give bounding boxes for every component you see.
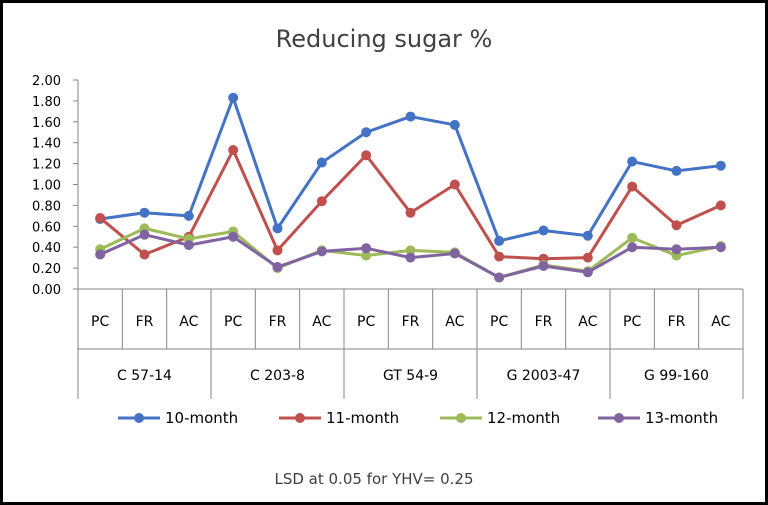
data-point: [272, 245, 283, 256]
data-point: [228, 231, 239, 242]
legend-marker: [295, 413, 305, 423]
data-point: [228, 92, 239, 103]
data-point: [361, 127, 372, 138]
legend-entry: 10-month: [118, 409, 238, 427]
data-point: [627, 232, 638, 243]
data-point: [272, 262, 283, 273]
y-tick-label: 1.20: [32, 158, 61, 173]
legend-entry: 11-month: [279, 409, 399, 427]
data-point: [671, 220, 682, 231]
data-point: [627, 156, 638, 167]
data-point: [139, 207, 150, 218]
y-tick-label: 1.40: [32, 137, 61, 152]
data-point: [361, 243, 372, 254]
data-point: [361, 150, 372, 161]
data-point: [316, 196, 327, 207]
data-point: [715, 242, 726, 253]
group-label: C 203-8: [250, 368, 305, 384]
data-point: [494, 272, 505, 283]
series-11-month: [95, 145, 726, 264]
data-point: [671, 165, 682, 176]
data-point: [405, 245, 416, 256]
series-13-month: [95, 229, 726, 283]
y-tick-label: 1.60: [32, 116, 61, 131]
data-point: [405, 207, 416, 218]
x-tick-label: PC: [357, 314, 375, 330]
series-10-month: [95, 92, 726, 246]
legend-label: 11-month: [326, 409, 399, 427]
x-tick-label: FR: [668, 314, 686, 330]
legend-label: 12-month: [487, 409, 560, 427]
data-point: [405, 252, 416, 263]
data-point: [494, 235, 505, 246]
y-tick-label: 0.20: [32, 262, 61, 277]
data-point: [316, 157, 327, 168]
legend-marker: [614, 413, 624, 423]
y-tick-label: 0.80: [32, 199, 61, 214]
data-point: [627, 242, 638, 253]
x-tick-label: FR: [402, 314, 420, 330]
x-tick-label: PC: [91, 314, 109, 330]
group-label: C 57-14: [117, 368, 172, 384]
data-point: [449, 248, 460, 259]
data-point: [582, 230, 593, 241]
data-point: [95, 212, 106, 223]
data-point: [671, 244, 682, 255]
data-point: [228, 145, 239, 156]
data-point: [361, 250, 372, 261]
data-point: [715, 200, 726, 211]
legend-marker: [134, 413, 144, 423]
data-point: [582, 252, 593, 263]
y-tick-label: 0.00: [32, 283, 61, 298]
data-point: [715, 160, 726, 171]
series-layer: [95, 92, 726, 283]
y-tick-label: 2.00: [32, 74, 61, 89]
chart-title: Reducing sugar %: [276, 25, 493, 53]
x-tick-label: AC: [711, 314, 730, 330]
y-tick-label: 1.80: [32, 95, 61, 110]
data-point: [139, 249, 150, 260]
legend-label: 10-month: [165, 409, 238, 427]
data-point: [272, 223, 283, 234]
axes: 0.00 0.20 0.40 0.60 0.80 1.00 1.20 1.40 1.60 1.80…: [32, 74, 744, 399]
data-point: [538, 225, 549, 236]
y-tick-label: 0.40: [32, 241, 61, 256]
data-point: [582, 267, 593, 278]
data-point: [183, 240, 194, 251]
data-point: [183, 210, 194, 221]
data-point: [95, 249, 106, 260]
x-tick-label: AC: [312, 314, 331, 330]
group-label: G 2003-47: [507, 368, 581, 384]
data-point: [538, 261, 549, 272]
x-tick-label: PC: [623, 314, 641, 330]
data-point: [316, 246, 327, 257]
data-point: [449, 179, 460, 190]
x-tick-label: PC: [224, 314, 242, 330]
lsd-annotation: LSD at 0.05 for YHV= 0.25: [274, 470, 473, 488]
x-tick-label: FR: [535, 314, 553, 330]
data-point: [405, 111, 416, 122]
x-tick-label: FR: [269, 314, 287, 330]
group-label: GT 54-9: [383, 368, 438, 384]
x-tick-label: AC: [445, 314, 464, 330]
legend-label: 13-month: [645, 409, 718, 427]
x-tick-label: AC: [179, 314, 198, 330]
data-point: [449, 119, 460, 130]
x-tick-label: PC: [490, 314, 508, 330]
x-tick-label: FR: [136, 314, 154, 330]
legend: 10-month 11-month 12-month 13-month: [118, 409, 718, 427]
legend-marker: [456, 413, 466, 423]
legend-entry: 13-month: [598, 409, 718, 427]
y-tick-label: 0.60: [32, 220, 61, 235]
data-point: [627, 181, 638, 192]
legend-entry: 12-month: [440, 409, 560, 427]
data-point: [139, 229, 150, 240]
x-tick-label: AC: [578, 314, 597, 330]
y-tick-label: 1.00: [32, 179, 61, 194]
data-point: [494, 251, 505, 262]
group-label: G 99-160: [644, 368, 709, 384]
